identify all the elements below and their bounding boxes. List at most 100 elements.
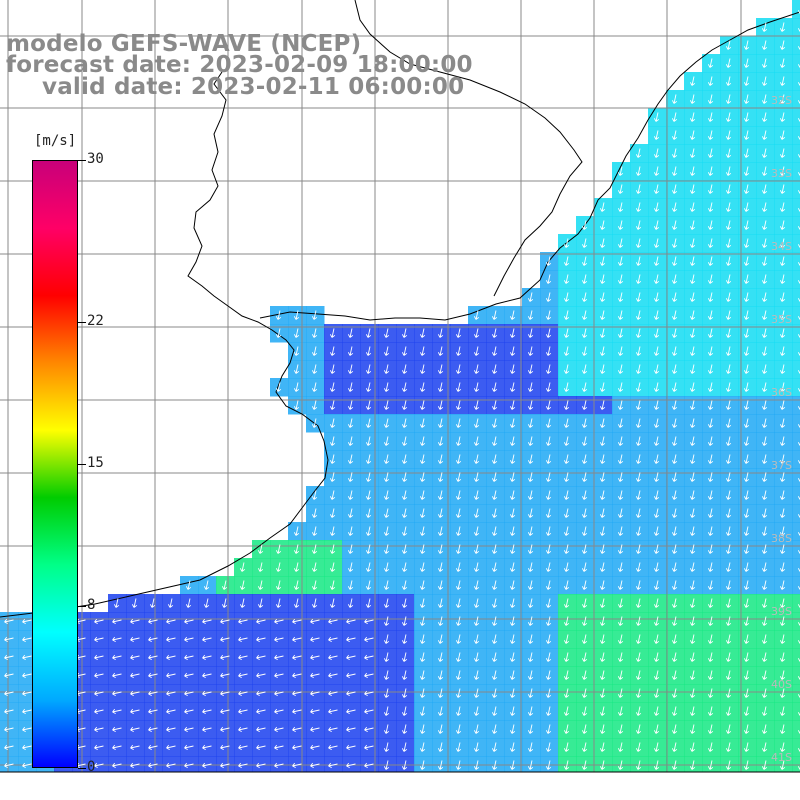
wind-arrow: [4, 726, 14, 733]
wind-arrow: [779, 562, 786, 572]
wind-arrow: [311, 490, 318, 500]
wind-arrow: [635, 220, 642, 230]
wind-arrow: [671, 202, 678, 212]
wind-arrow: [491, 580, 498, 590]
wind-arrow: [311, 508, 318, 518]
wind-arrow: [563, 526, 570, 536]
wind-arrow: [347, 382, 354, 392]
wind-arrow: [347, 544, 354, 554]
wind-arrow: [653, 742, 660, 752]
wind-arrow: [491, 562, 498, 572]
wind-arrow: [509, 382, 516, 392]
wind-arrow: [130, 708, 140, 715]
wind-arrow: [437, 508, 444, 518]
wind-arrow: [293, 598, 300, 608]
wind-arrow: [563, 310, 570, 320]
wind-arrow: [743, 202, 750, 212]
wind-arrow: [617, 454, 624, 464]
latitude-label: 41S: [771, 751, 792, 764]
wind-arrow: [274, 636, 284, 643]
wind-arrow: [707, 670, 714, 680]
wind-arrow: [545, 760, 552, 770]
wind-arrow: [779, 148, 786, 158]
wind-arrow: [617, 724, 624, 734]
wind-arrow: [581, 616, 588, 626]
wind-arrow: [671, 508, 678, 518]
wind-arrow: [401, 400, 408, 410]
wind-arrow: [328, 726, 338, 733]
wind-arrow: [527, 364, 534, 374]
wind-arrow: [599, 598, 606, 608]
wind-arrow: [581, 760, 588, 770]
wind-arrow: [599, 346, 606, 356]
wind-arrow: [94, 708, 104, 715]
wind-arrow: [689, 418, 696, 428]
wind-arrow: [364, 708, 374, 715]
wind-arrow: [202, 636, 212, 643]
wind-arrow: [509, 418, 516, 428]
field-cell: [792, 162, 800, 181]
wind-arrow: [671, 544, 678, 554]
wind-arrow: [148, 726, 158, 733]
wind-arrow: [455, 508, 462, 518]
wind-arrow: [725, 256, 732, 266]
wind-arrow: [671, 328, 678, 338]
wind-arrow: [292, 654, 302, 661]
wind-arrow: [437, 544, 444, 554]
wind-arrow: [419, 472, 426, 482]
wind-arrow: [599, 220, 606, 230]
field-cell: [792, 756, 800, 772]
wind-arrow: [220, 654, 230, 661]
wind-arrow: [113, 598, 120, 608]
wind-arrow: [509, 688, 516, 698]
wind-arrow: [707, 274, 714, 284]
wind-arrow: [617, 490, 624, 500]
wind-arrow: [545, 400, 552, 410]
wind-arrow: [545, 292, 552, 302]
wind-arrow: [527, 688, 534, 698]
latitude-labels: 32S 33S 34S 35S 36S 37S 38S 39S 40S 41S: [771, 94, 792, 764]
wind-arrow: [437, 472, 444, 482]
wind-arrow: [635, 382, 642, 392]
wind-arrow: [581, 724, 588, 734]
wind-arrow: [220, 762, 230, 769]
wind-arrow: [653, 544, 660, 554]
wind-arrow: [635, 418, 642, 428]
wind-arrow: [527, 760, 534, 770]
wind-arrow: [130, 654, 140, 661]
wind-arrow: [581, 238, 588, 248]
wind-arrow: [743, 454, 750, 464]
wind-arrow: [689, 346, 696, 356]
wind-arrow: [779, 238, 786, 248]
wind-arrow: [545, 706, 552, 716]
wind-arrow: [527, 292, 534, 302]
wind-arrow: [310, 744, 320, 751]
wind-arrow: [383, 544, 390, 554]
wind-arrow: [707, 688, 714, 698]
wind-arrow: [4, 636, 14, 643]
wind-arrow: [365, 328, 372, 338]
wind-arrow: [761, 310, 768, 320]
wind-arrow: [419, 598, 426, 608]
wind-arrow: [617, 562, 624, 572]
wind-arrow: [743, 274, 750, 284]
wind-arrow: [491, 598, 498, 608]
wind-arrow: [419, 580, 426, 590]
wind-arrow: [725, 364, 732, 374]
wind-arrow: [419, 454, 426, 464]
wind-arrow: [761, 364, 768, 374]
wind-arrow: [455, 364, 462, 374]
wind-arrow: [437, 706, 444, 716]
wind-arrow: [779, 202, 786, 212]
wind-arrow: [256, 654, 266, 661]
wind-arrow: [743, 472, 750, 482]
wind-arrow: [743, 652, 750, 662]
wind-arrow: [383, 670, 390, 680]
wind-arrow: [581, 472, 588, 482]
wind-arrow: [707, 382, 714, 392]
wind-arrow: [761, 580, 768, 590]
wind-arrow: [527, 346, 534, 356]
wind-arrow: [689, 472, 696, 482]
wind-arrow: [671, 220, 678, 230]
wind-arrow: [455, 706, 462, 716]
